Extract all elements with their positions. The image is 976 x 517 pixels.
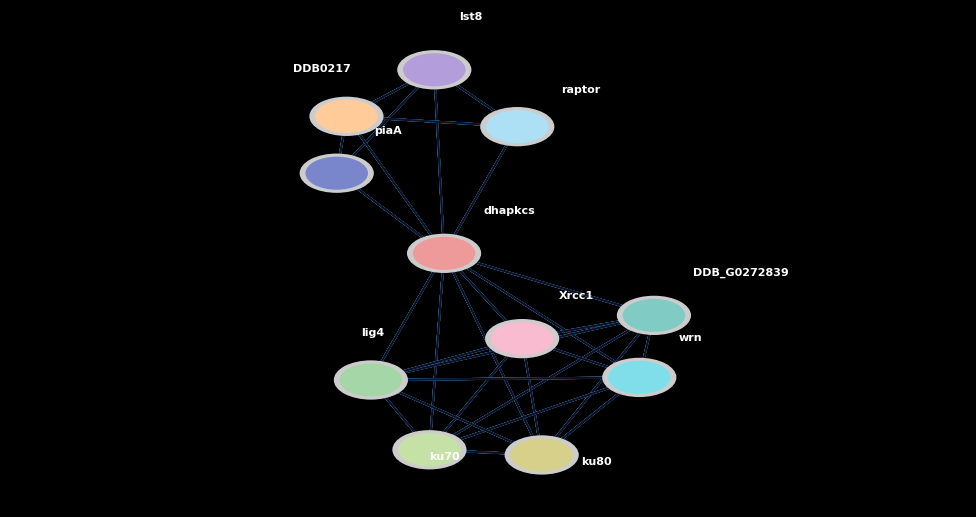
Text: wrn: wrn (678, 333, 702, 343)
Circle shape (521, 444, 562, 466)
Circle shape (403, 53, 466, 86)
Circle shape (502, 328, 543, 349)
Text: dhapkcs: dhapkcs (483, 206, 535, 216)
Circle shape (414, 59, 455, 81)
Circle shape (608, 361, 671, 394)
Text: ku80: ku80 (581, 457, 611, 467)
Circle shape (510, 438, 573, 472)
Circle shape (485, 319, 559, 358)
Circle shape (617, 296, 691, 335)
Text: lig4: lig4 (361, 328, 385, 338)
Circle shape (340, 363, 402, 397)
Text: DDB_G0272839: DDB_G0272839 (693, 268, 789, 278)
Circle shape (309, 97, 384, 136)
Circle shape (392, 430, 467, 469)
Circle shape (300, 154, 374, 193)
Circle shape (334, 360, 408, 400)
Text: raptor: raptor (561, 85, 600, 95)
Circle shape (505, 435, 579, 475)
Circle shape (398, 433, 461, 466)
Circle shape (409, 439, 450, 461)
Circle shape (424, 242, 465, 264)
Circle shape (397, 50, 471, 89)
Circle shape (623, 299, 685, 332)
Text: lst8: lst8 (459, 12, 482, 22)
Circle shape (326, 105, 367, 127)
Circle shape (480, 107, 554, 146)
Circle shape (491, 322, 553, 355)
Circle shape (619, 367, 660, 388)
Text: piaA: piaA (374, 126, 401, 136)
Circle shape (497, 116, 538, 138)
Circle shape (486, 110, 549, 143)
Text: ku70: ku70 (429, 452, 460, 462)
Circle shape (602, 358, 676, 397)
Text: Xrcc1: Xrcc1 (559, 292, 594, 301)
Circle shape (316, 162, 357, 184)
Circle shape (315, 100, 378, 133)
Circle shape (413, 237, 475, 270)
Circle shape (407, 234, 481, 273)
Circle shape (633, 305, 674, 326)
Text: DDB0217: DDB0217 (293, 64, 350, 74)
Circle shape (350, 369, 391, 391)
Circle shape (305, 157, 368, 190)
